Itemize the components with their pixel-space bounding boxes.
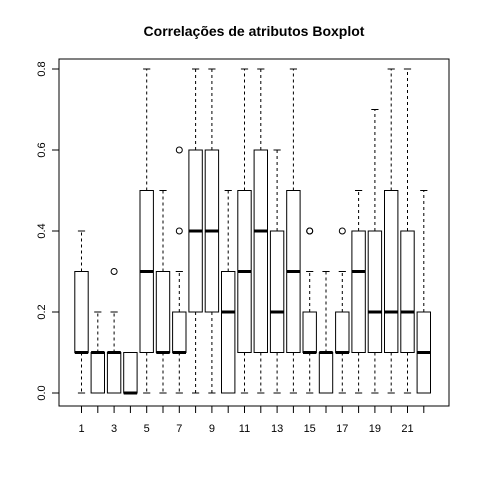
x-tick-label: 11 [239,423,250,435]
box-21 [401,69,414,393]
box-body [368,231,381,353]
box-10 [222,191,235,394]
chart-title: Correlações de atributos Boxplot [144,23,365,39]
box-19 [368,110,381,394]
box-22 [417,191,430,394]
y-tick-label: 0.2 [36,304,48,319]
box-1 [75,231,88,393]
box-body [336,312,349,353]
box-body [303,312,316,353]
outlier-point [111,269,117,275]
box-body [254,150,267,353]
y-tick-label: 0.4 [36,223,48,238]
x-tick-label: 19 [369,423,381,435]
x-axis: 1 3 5 7 9 11 13 15 17 19 21 [78,406,423,435]
box-body [107,353,120,394]
box-body [156,272,169,353]
box-17 [336,228,349,393]
box-3 [107,269,120,394]
box-6 [156,191,169,394]
outlier-point [176,147,182,153]
box-4 [124,353,137,394]
x-tick-label: 21 [401,423,413,435]
box-12 [254,69,267,393]
x-tick-label: 3 [111,423,117,435]
x-tick-label: 5 [144,423,150,435]
y-tick-label: 0.6 [36,142,48,157]
box-2 [91,312,104,393]
outlier-point [176,228,182,234]
box-body [75,272,88,353]
box-13 [270,150,283,393]
x-tick-label: 17 [336,423,348,435]
boxes-group [75,69,431,393]
y-axis: 0.0 0.2 0.4 0.6 0.8 [36,61,59,400]
box-5 [140,69,153,393]
box-body [319,353,332,394]
x-tick-label: 9 [209,423,215,435]
box-16 [319,272,332,394]
box-14 [287,69,300,393]
x-tick-label: 13 [271,423,283,435]
box-body [124,353,137,394]
outlier-point [307,228,313,234]
box-18 [352,191,365,394]
box-body [91,353,104,394]
box-body [173,312,186,353]
x-tick-label: 7 [176,423,182,435]
box-9 [205,69,218,393]
box-body [385,191,398,353]
x-tick-label: 1 [78,423,84,435]
y-tick-label: 0.0 [36,385,48,400]
box-body [222,272,235,394]
box-20 [385,69,398,393]
box-11 [238,69,251,393]
x-tick-label: 15 [304,423,316,435]
box-15 [303,228,316,393]
box-body [352,231,365,353]
outlier-point [339,228,345,234]
y-tick-label: 0.8 [36,61,48,76]
box-body [401,231,414,353]
box-8 [189,69,202,393]
box-body [270,231,283,353]
box-7 [173,147,186,393]
